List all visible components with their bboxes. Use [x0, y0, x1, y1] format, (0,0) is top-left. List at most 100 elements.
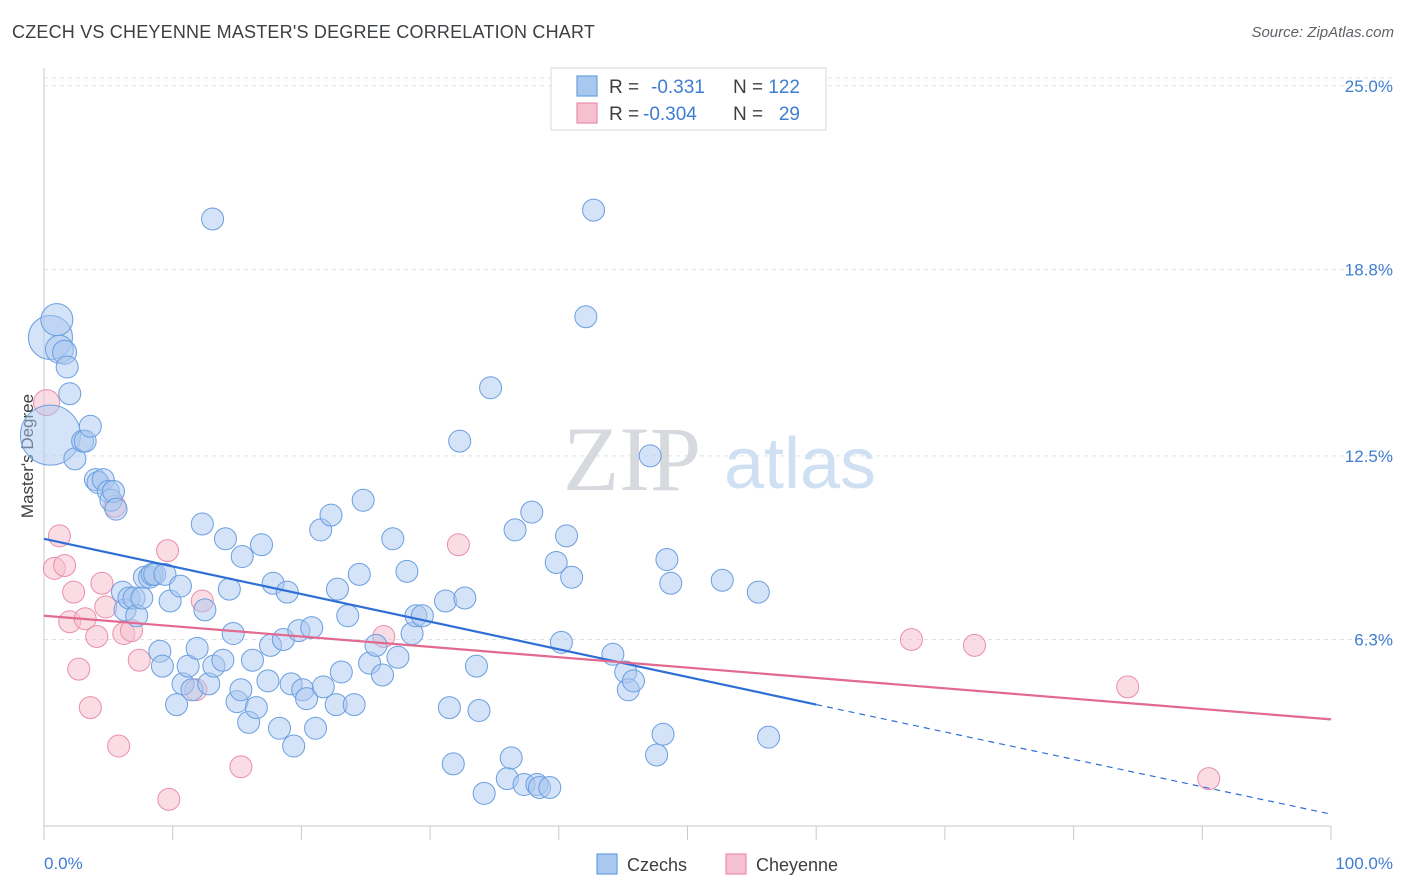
- y-tick-label: 12.5%: [1345, 447, 1393, 466]
- x-tick-label-min: 0.0%: [44, 854, 83, 873]
- czechs-point: [201, 207, 225, 231]
- watermark-zip: ZIP: [563, 408, 701, 510]
- czechs-point: [268, 716, 292, 740]
- czechs-point: [347, 562, 371, 586]
- czechs-point: [104, 497, 128, 521]
- czechs-point: [655, 548, 679, 572]
- czechs-trendline: [43, 537, 817, 706]
- czechs-point: [499, 746, 523, 770]
- legend-box: R = -0.331 N = 122 R = -0.304 N = 29: [550, 67, 827, 131]
- cheyenne-point: [90, 571, 114, 595]
- cheyenne-point: [446, 533, 470, 557]
- bottom-legend: Czechs Cheyenne: [596, 853, 838, 875]
- czechs-point: [645, 743, 669, 767]
- bottom-legend-czechs-label: Czechs: [627, 855, 687, 875]
- czechs-point: [410, 604, 434, 628]
- czechs-point: [150, 654, 174, 678]
- cheyenne-point: [67, 657, 91, 681]
- bottom-legend-cheyenne-swatch: [725, 853, 747, 875]
- czechs-point: [190, 512, 214, 536]
- czechs-point: [342, 693, 366, 717]
- czechs-point: [351, 488, 375, 512]
- y-tick-label: 6.3%: [1354, 630, 1393, 649]
- legend-czechs-n-value: 122: [768, 77, 800, 98]
- czechs-point: [336, 604, 360, 628]
- czechs-point: [544, 550, 568, 574]
- czechs-point: [168, 574, 192, 598]
- cheyenne-point: [53, 553, 77, 577]
- czechs-point: [213, 527, 237, 551]
- czechs-point: [153, 562, 177, 586]
- legend-cheyenne-n-value: 29: [779, 104, 800, 125]
- czechs-point: [520, 500, 544, 524]
- czechs-point: [40, 303, 74, 337]
- czechs-point: [395, 559, 419, 583]
- legend-cheyenne-n-label: N =: [733, 104, 763, 125]
- bottom-legend-cheyenne-label: Cheyenne: [756, 855, 838, 875]
- czechs-point: [574, 305, 598, 329]
- czechs-point: [479, 376, 503, 400]
- czechs-point: [282, 734, 306, 758]
- cheyenne-point: [85, 625, 109, 648]
- czechs-point: [467, 699, 491, 723]
- czechs-point: [621, 669, 645, 693]
- czechs-point: [217, 577, 241, 601]
- czechs-point: [58, 382, 82, 406]
- x-tick-label-max: 100.0%: [1335, 854, 1393, 873]
- czechs-point: [319, 503, 343, 527]
- czechs-point: [221, 622, 245, 646]
- watermark-atlas: atlas: [724, 424, 876, 504]
- cheyenne-trendline: [43, 614, 1332, 721]
- czechs-point: [453, 586, 477, 610]
- y-tick-label: 18.8%: [1345, 260, 1393, 279]
- czechs-point: [329, 660, 353, 684]
- legend-czechs-r-label: R =: [609, 77, 639, 98]
- cheyenne-point: [157, 787, 181, 811]
- czechs-point: [325, 577, 349, 601]
- czechs-point: [651, 722, 675, 746]
- czechs-point: [295, 687, 319, 711]
- czechs-point: [448, 429, 472, 453]
- czechs-point: [434, 589, 458, 613]
- cheyenne-point: [1197, 767, 1221, 791]
- czechs-point: [193, 598, 217, 622]
- cheyenne-point: [899, 627, 923, 651]
- y-tick-labels: 6.3% 12.5% 18.8% 25.0%: [1345, 77, 1393, 650]
- y-tick-label: 25.0%: [1345, 77, 1393, 96]
- czechs-point: [441, 752, 465, 776]
- cheyenne-point: [156, 539, 180, 563]
- czechs-point: [472, 781, 496, 805]
- czechs-point: [300, 616, 324, 640]
- czechs-point: [560, 565, 584, 589]
- czechs-point: [503, 518, 527, 542]
- czechs-point: [185, 636, 209, 660]
- czechs-point: [386, 645, 410, 669]
- czechs-point: [364, 633, 388, 657]
- czechs-point: [555, 524, 579, 548]
- cheyenne-point: [107, 734, 131, 758]
- czechs-point: [381, 527, 405, 551]
- czechs-point: [311, 675, 335, 699]
- cheyenne-point: [127, 648, 151, 672]
- czechs-point: [538, 776, 562, 800]
- czechs-point: [464, 654, 488, 678]
- czechs-point: [582, 198, 606, 222]
- cheyenne-point: [963, 633, 987, 657]
- czechs-point: [240, 648, 264, 672]
- czechs-point: [78, 414, 102, 438]
- czechs-point: [244, 696, 268, 720]
- legend-cheyenne-r-label: R =: [609, 104, 639, 125]
- legend-cheyenne-swatch: [576, 102, 598, 124]
- cheyenne-point: [1116, 675, 1140, 699]
- bottom-legend-czechs-swatch: [596, 853, 618, 875]
- czechs-point: [130, 586, 154, 610]
- czechs-point: [165, 693, 189, 717]
- czechs-trendline-extension: [816, 704, 1332, 815]
- czechs-point: [250, 533, 274, 557]
- legend-czechs-swatch: [576, 75, 598, 97]
- czechs-point: [710, 568, 734, 592]
- czechs-point: [230, 545, 254, 569]
- czechs-point: [437, 696, 461, 720]
- legend-czechs-r-value: -0.331: [651, 77, 705, 98]
- czechs-point: [659, 571, 683, 595]
